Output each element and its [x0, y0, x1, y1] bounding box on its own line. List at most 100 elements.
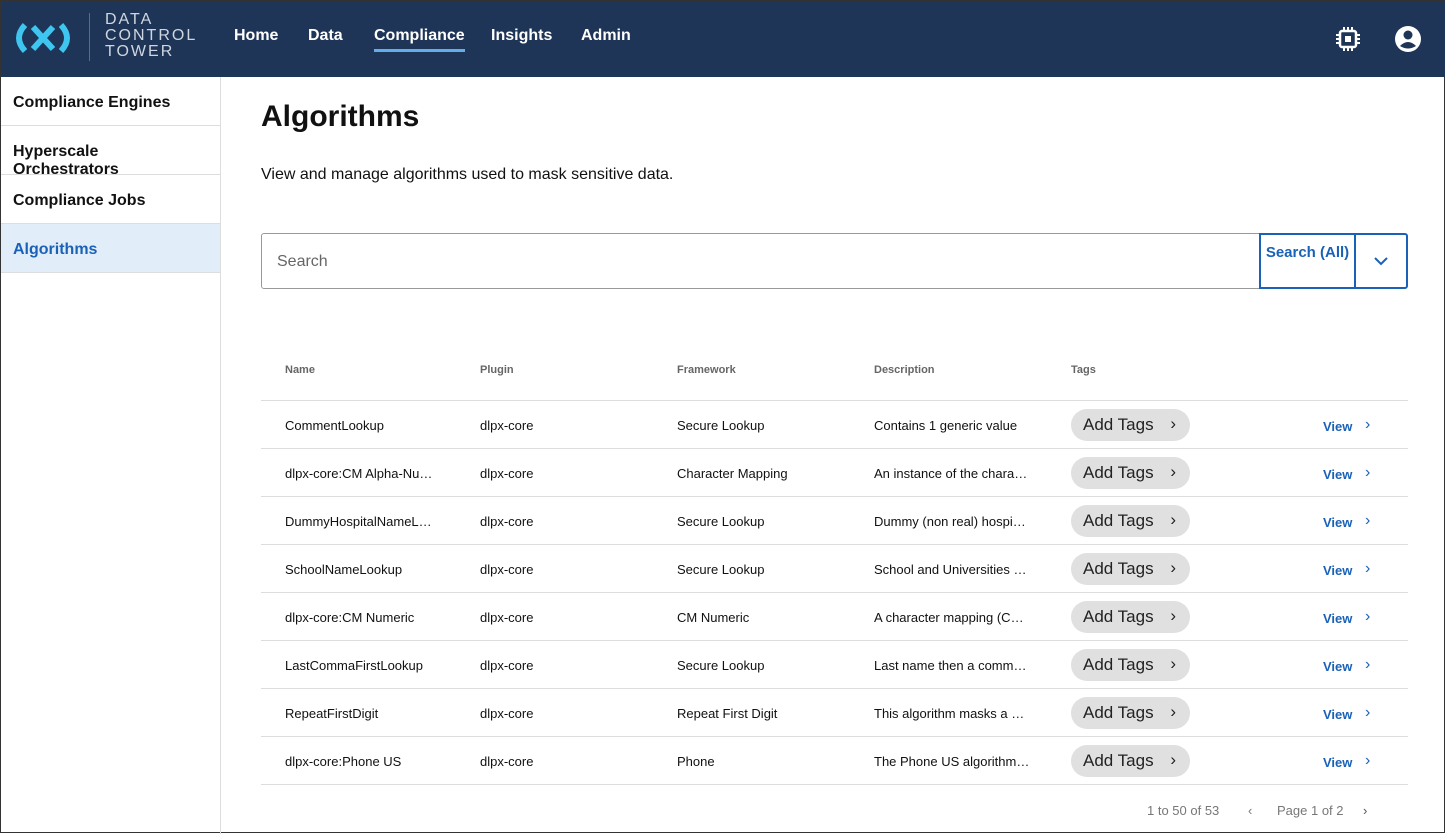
cell-framework: Repeat First Digit	[677, 706, 778, 721]
add-tags-button[interactable]: Add Tags ›	[1071, 697, 1190, 729]
add-tags-label: Add Tags	[1083, 655, 1154, 674]
table-row[interactable]: dlpx-core:CM Numeric dlpx-core CM Numeri…	[261, 592, 1408, 640]
sidebar-item-hyperscale-orchestrators[interactable]: Hyperscale Orchestrators	[1, 126, 220, 178]
cell-framework: Secure Lookup	[677, 658, 765, 673]
table-row[interactable]: dlpx-core:Phone US dlpx-core Phone The P…	[261, 736, 1408, 784]
add-tags-label: Add Tags	[1083, 559, 1154, 578]
view-link[interactable]: View	[1323, 755, 1353, 770]
table-row[interactable]: RepeatFirstDigit dlpx-core Repeat First …	[261, 688, 1408, 736]
search-scope-button[interactable]: Search (All)	[1259, 233, 1356, 289]
cell-name: dlpx-core:CM Numeric	[285, 610, 415, 625]
view-link[interactable]: View	[1323, 707, 1353, 722]
search-dropdown-button[interactable]	[1354, 233, 1408, 289]
chevron-right-icon[interactable]: ›	[1365, 704, 1371, 721]
nav-compliance[interactable]: Compliance	[374, 27, 465, 52]
pagination-page: Page 1 of 2	[1277, 803, 1344, 818]
cell-description: Contains 1 generic value	[874, 418, 1018, 433]
chevron-right-icon: ›	[1170, 462, 1176, 481]
column-header-tags[interactable]: Tags	[1071, 364, 1096, 376]
page-subtitle: View and manage algorithms used to mask …	[261, 166, 674, 183]
add-tags-label: Add Tags	[1083, 415, 1154, 434]
view-link[interactable]: View	[1323, 467, 1353, 482]
view-link[interactable]: View	[1323, 515, 1353, 530]
cell-plugin: dlpx-core	[480, 562, 534, 577]
next-page-button[interactable]: ›	[1363, 803, 1368, 818]
brand-name: DATA CONTROL TOWER	[105, 12, 197, 60]
cell-description: A character mapping (C…	[874, 610, 1024, 625]
chevron-right-icon[interactable]: ›	[1365, 656, 1371, 673]
cell-plugin: dlpx-core	[480, 418, 534, 433]
chevron-right-icon: ›	[1170, 702, 1176, 721]
column-header-framework[interactable]: Framework	[677, 364, 736, 376]
chip-icon[interactable]	[1334, 25, 1362, 53]
cell-name: DummyHospitalNameL…	[285, 514, 432, 529]
chevron-right-icon[interactable]: ›	[1365, 752, 1371, 769]
table-row[interactable]: dlpx-core:CM Alpha-Nu… dlpx-core Charact…	[261, 448, 1408, 496]
top-header: DATA CONTROL TOWER Home Data Compliance In…	[1, 1, 1445, 77]
cell-description: School and Universities …	[874, 562, 1027, 577]
add-tags-button[interactable]: Add Tags ›	[1071, 553, 1190, 585]
account-icon[interactable]	[1394, 25, 1422, 53]
chevron-right-icon: ›	[1170, 558, 1176, 577]
column-header-description[interactable]: Description	[874, 364, 935, 376]
chevron-right-icon: ›	[1170, 510, 1176, 529]
view-link[interactable]: View	[1323, 563, 1353, 578]
sidebar-item-compliance-jobs[interactable]: Compliance Jobs	[1, 175, 220, 224]
nav-data[interactable]: Data	[308, 27, 343, 44]
sidebar-item-compliance-engines[interactable]: Compliance Engines	[1, 77, 220, 126]
cell-framework: Phone	[677, 754, 715, 769]
cell-description: Last name then a comm…	[874, 658, 1027, 673]
nav-admin[interactable]: Admin	[581, 27, 631, 44]
add-tags-button[interactable]: Add Tags ›	[1071, 745, 1190, 777]
chevron-right-icon: ›	[1170, 750, 1176, 769]
cell-description: This algorithm masks a …	[874, 706, 1025, 721]
cell-plugin: dlpx-core	[480, 610, 534, 625]
sidebar-item-algorithms[interactable]: Algorithms	[1, 224, 220, 273]
cell-framework: Secure Lookup	[677, 562, 765, 577]
chevron-right-icon[interactable]: ›	[1365, 416, 1371, 433]
cell-description: An instance of the chara…	[874, 466, 1028, 481]
column-header-name[interactable]: Name	[285, 364, 315, 376]
brand-line: CONTROL	[105, 27, 198, 44]
cell-name: dlpx-core:CM Alpha-Nu…	[285, 466, 433, 481]
chevron-right-icon[interactable]: ›	[1365, 560, 1371, 577]
add-tags-button[interactable]: Add Tags ›	[1071, 457, 1190, 489]
add-tags-button[interactable]: Add Tags ›	[1071, 649, 1190, 681]
nav-insights[interactable]: Insights	[491, 27, 553, 44]
pagination-range: 1 to 50 of 53	[1147, 803, 1220, 818]
table-row[interactable]: SchoolNameLookup dlpx-core Secure Lookup…	[261, 544, 1408, 592]
table-row[interactable]: DummyHospitalNameL… dlpx-core Secure Loo…	[261, 496, 1408, 544]
view-link[interactable]: View	[1323, 659, 1353, 674]
table-row[interactable]: LastCommaFirstLookup dlpx-core Secure Lo…	[261, 640, 1408, 688]
table-row[interactable]: CommentLookup dlpx-core Secure Lookup Co…	[261, 400, 1408, 448]
cell-framework: Secure Lookup	[677, 514, 765, 529]
cell-plugin: dlpx-core	[480, 754, 534, 769]
page-title: Algorithms	[261, 100, 420, 133]
search-input[interactable]: Search	[261, 233, 1260, 289]
cell-name: SchoolNameLookup	[285, 562, 403, 577]
chevron-right-icon: ›	[1170, 654, 1176, 673]
chevron-right-icon: ›	[1170, 606, 1176, 625]
cell-description: Dummy (non real) hospi…	[874, 514, 1026, 529]
cell-framework: CM Numeric	[677, 610, 750, 625]
prev-page-button[interactable]: ‹	[1248, 803, 1253, 818]
add-tags-label: Add Tags	[1083, 511, 1154, 530]
chevron-right-icon: ›	[1170, 414, 1176, 433]
cell-plugin: dlpx-core	[480, 466, 534, 481]
view-link[interactable]: View	[1323, 611, 1353, 626]
add-tags-label: Add Tags	[1083, 463, 1154, 482]
cell-framework: Character Mapping	[677, 466, 788, 481]
chevron-right-icon[interactable]: ›	[1365, 608, 1371, 625]
nav-home[interactable]: Home	[234, 27, 279, 44]
chevron-right-icon[interactable]: ›	[1365, 464, 1371, 481]
view-link[interactable]: View	[1323, 419, 1353, 434]
chevron-right-icon[interactable]: ›	[1365, 512, 1371, 529]
add-tags-button[interactable]: Add Tags ›	[1071, 601, 1190, 633]
add-tags-button[interactable]: Add Tags ›	[1071, 409, 1190, 441]
divider	[89, 13, 90, 61]
sidebar: Compliance Engines Hyperscale Orchestrat…	[1, 77, 221, 834]
column-header-plugin[interactable]: Plugin	[480, 364, 514, 376]
add-tags-button[interactable]: Add Tags ›	[1071, 505, 1190, 537]
cell-plugin: dlpx-core	[480, 658, 534, 673]
add-tags-label: Add Tags	[1083, 607, 1154, 626]
